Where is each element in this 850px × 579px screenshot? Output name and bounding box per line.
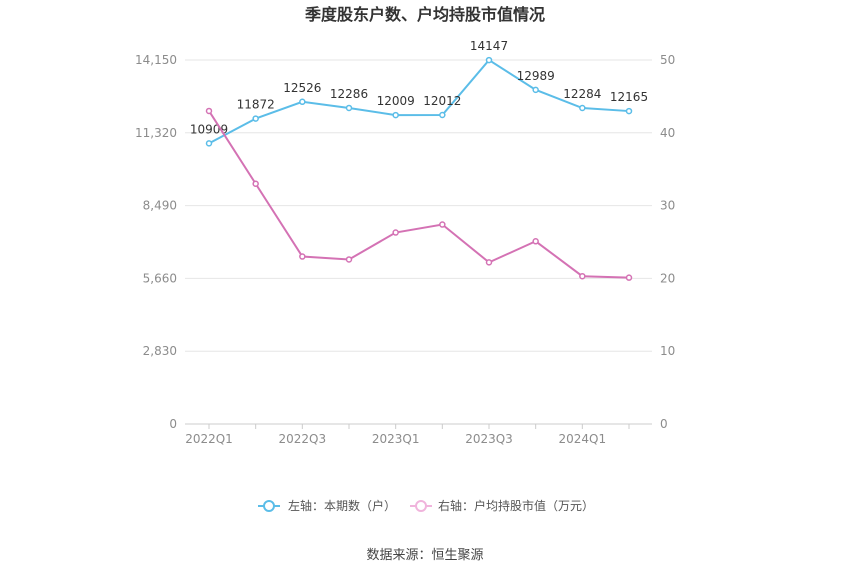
- data-label: 12284: [563, 87, 601, 101]
- data-point[interactable]: [252, 180, 259, 188]
- series-line: [208, 110, 630, 279]
- data-point[interactable]: [299, 253, 306, 260]
- legend-item-avg-value[interactable]: 右轴：户均持股市值（万元）: [410, 498, 594, 513]
- grid-lines: [185, 59, 652, 425]
- series-layer: 10909 11872 12526 12286 12009 12012 14147 12989…: [190, 39, 648, 281]
- data-point[interactable]: [345, 256, 353, 263]
- legend-item-holders[interactable]: 左轴：本期数（户）: [258, 498, 396, 513]
- data-point[interactable]: [485, 259, 493, 266]
- x-tick-label: 2024Q1: [559, 432, 607, 446]
- series-line: [208, 58, 630, 145]
- data-label: 12989: [517, 69, 555, 83]
- legend-avg-value-label: 右轴：户均持股市值（万元）: [438, 498, 594, 513]
- chart-title: 季度股东户数、户均持股市值情况: [304, 5, 545, 24]
- left-tick-label: 11,320: [135, 126, 177, 140]
- x-tick-label: 2023Q3: [465, 432, 513, 446]
- data-point[interactable]: [579, 104, 586, 112]
- data-point[interactable]: [439, 111, 446, 119]
- x-tick-label: 2023Q1: [372, 432, 420, 446]
- data-point[interactable]: [532, 86, 539, 94]
- right-tick-label: 20: [660, 271, 675, 285]
- data-label: 11872: [237, 98, 275, 112]
- x-tick-label: 2022Q1: [185, 432, 233, 446]
- data-point[interactable]: [252, 115, 259, 122]
- data-point[interactable]: [392, 111, 399, 119]
- x-axis: 2022Q1 2022Q3 2023Q1 2023Q3 2024Q1: [185, 424, 630, 446]
- data-label: 12526: [283, 81, 321, 95]
- data-label: 14147: [470, 39, 508, 53]
- legend-avg-value-marker: [415, 500, 427, 512]
- data-point[interactable]: [205, 107, 213, 115]
- data-label: 12286: [330, 87, 368, 101]
- series-avg-value: [205, 107, 633, 281]
- legend-holders-label: 左轴：本期数（户）: [288, 498, 396, 513]
- left-axis: 0 2,830 5,660 8,490 11,320 14,150: [135, 53, 177, 431]
- legend-holders-marker: [263, 500, 275, 512]
- data-point[interactable]: [392, 229, 399, 236]
- left-tick-label: 0: [169, 417, 177, 431]
- left-tick-label: 5,660: [143, 271, 177, 285]
- data-point[interactable]: [625, 107, 633, 115]
- right-tick-label: 30: [660, 199, 675, 213]
- left-tick-label: 8,490: [143, 199, 177, 213]
- left-tick-label: 14,150: [135, 53, 177, 67]
- data-label: 12009: [377, 94, 415, 108]
- data-point[interactable]: [205, 140, 213, 147]
- data-label: 12012: [423, 94, 461, 108]
- legend: 左轴：本期数（户） 右轴：户均持股市值（万元）: [258, 498, 594, 513]
- left-tick-label: 2,830: [143, 344, 177, 358]
- data-point[interactable]: [345, 104, 353, 112]
- x-tick-label: 2022Q3: [279, 432, 327, 446]
- data-point[interactable]: [299, 98, 306, 106]
- right-axis: 0 10 20 30 40 50: [660, 53, 675, 431]
- data-point[interactable]: [579, 272, 586, 280]
- series-holders: 10909 11872 12526 12286 12009 12012 14147 12989…: [190, 39, 648, 147]
- data-point[interactable]: [532, 238, 539, 245]
- data-label: 10909: [190, 122, 228, 136]
- data-point[interactable]: [485, 56, 493, 64]
- data-point[interactable]: [625, 274, 633, 281]
- data-source: 数据来源：恒生聚源: [366, 548, 483, 563]
- data-label: 12165: [610, 90, 648, 104]
- right-tick-label: 10: [660, 344, 675, 358]
- data-point[interactable]: [439, 221, 446, 228]
- right-tick-label: 40: [660, 126, 675, 140]
- right-tick-label: 50: [660, 53, 675, 67]
- right-tick-label: 0: [660, 417, 668, 431]
